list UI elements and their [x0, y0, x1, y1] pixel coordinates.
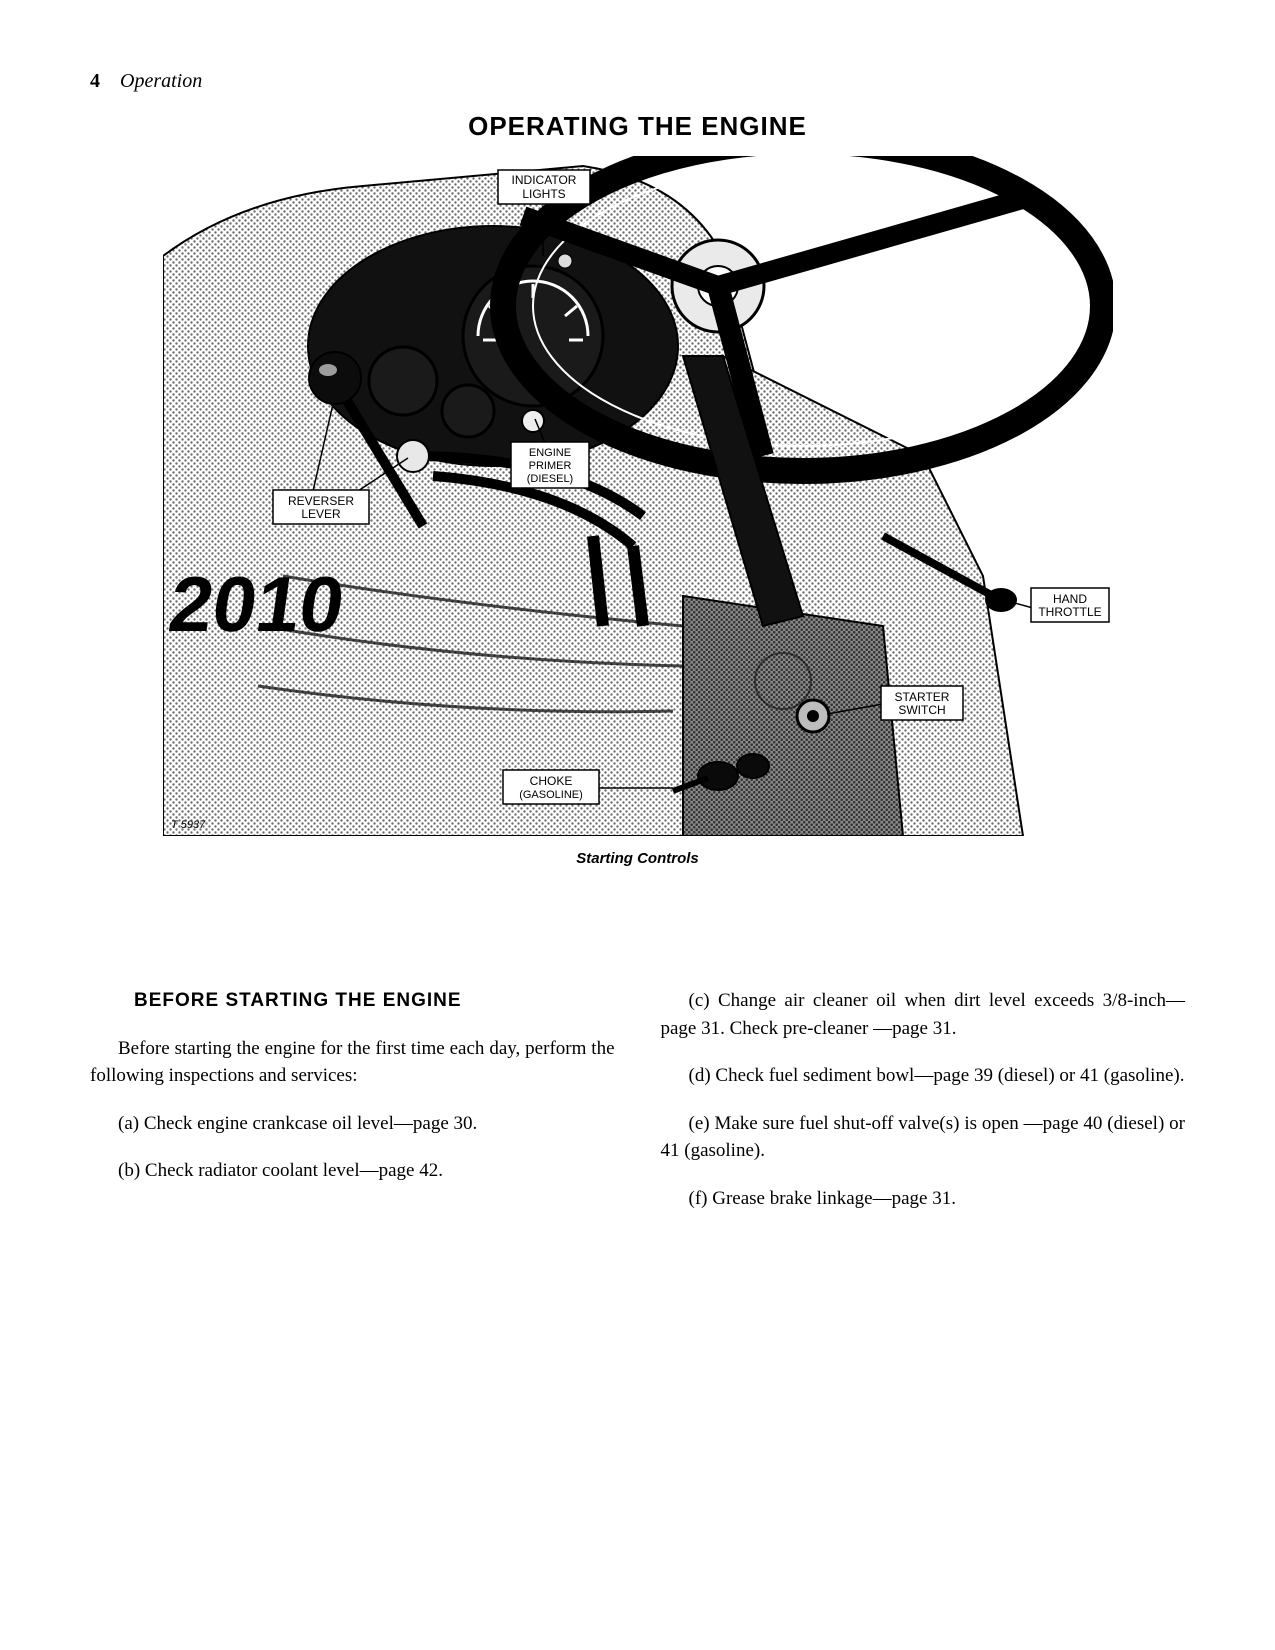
svg-text:SWITCH: SWITCH [898, 703, 945, 717]
intro-paragraph: Before starting the engine for the first… [90, 1035, 615, 1090]
figure-caption: Starting Controls [576, 850, 699, 867]
svg-text:ENGINE: ENGINE [528, 447, 570, 459]
item-f: (f) Grease brake linkage—page 31. [661, 1185, 1186, 1213]
svg-text:(GASOLINE): (GASOLINE) [519, 789, 583, 801]
section-name: Operation [120, 70, 202, 92]
manual-page: 4 Operation OPERATING THE ENGINE [0, 0, 1275, 1650]
item-c: (c) Change air cleaner oil when dirt lev… [661, 987, 1186, 1042]
left-column: BEFORE STARTING THE ENGINE Before starti… [90, 987, 615, 1232]
page-header: 4 Operation [90, 70, 1185, 93]
svg-text:(DIESEL): (DIESEL) [526, 473, 572, 485]
item-b: (b) Check radiator coolant level—page 42… [90, 1157, 615, 1185]
svg-text:PRIMER: PRIMER [528, 460, 571, 472]
svg-text:INDICATOR: INDICATOR [511, 173, 576, 187]
page-number: 4 [90, 70, 100, 92]
right-column: (c) Change air cleaner oil when dirt lev… [661, 987, 1186, 1232]
svg-text:REVERSER: REVERSER [287, 494, 353, 508]
svg-text:STARTER: STARTER [894, 690, 949, 704]
svg-text:LIGHTS: LIGHTS [522, 187, 565, 201]
body-columns: BEFORE STARTING THE ENGINE Before starti… [90, 987, 1185, 1232]
svg-text:CHOKE: CHOKE [529, 774, 572, 788]
model-number: 2010 [163, 560, 349, 648]
starting-controls-illustration: 2010 INDICATOR [163, 156, 1113, 836]
item-e: (e) Make sure fuel shut-off valve(s) is … [661, 1110, 1186, 1165]
page-title: OPERATING THE ENGINE [90, 111, 1185, 142]
figure-ref: T 5937 [171, 819, 206, 831]
item-d: (d) Check fuel sediment bowl—page 39 (di… [661, 1062, 1186, 1090]
svg-text:LEVER: LEVER [301, 507, 341, 521]
svg-text:HAND: HAND [1052, 592, 1086, 606]
item-a: (a) Check engine crankcase oil level—pag… [90, 1110, 615, 1138]
svg-text:THROTTLE: THROTTLE [1038, 605, 1101, 619]
subheading: BEFORE STARTING THE ENGINE [90, 987, 615, 1015]
figure: 2010 INDICATOR [90, 156, 1185, 867]
